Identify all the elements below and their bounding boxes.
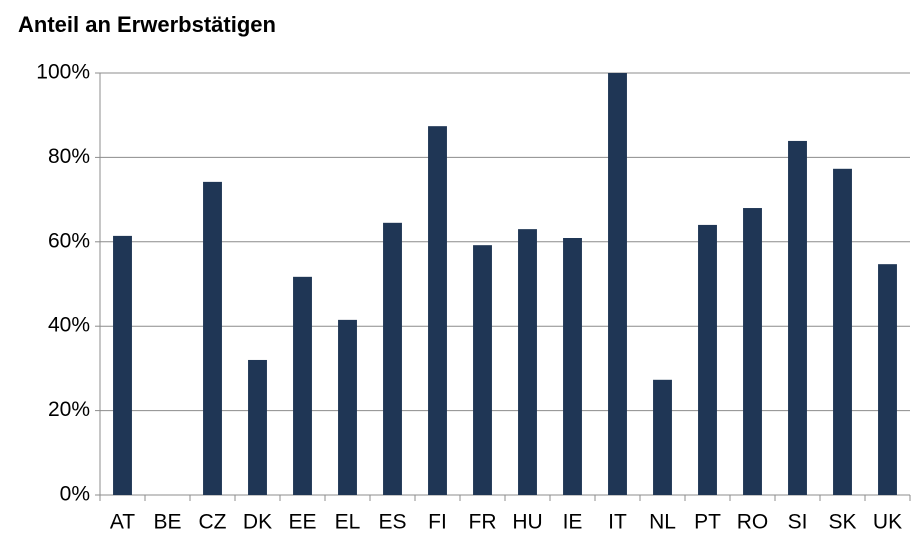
x-tick-label: FI: [428, 511, 447, 534]
x-tick-label: BE: [153, 511, 181, 534]
x-tick-label: IT: [608, 511, 627, 534]
bar: [698, 224, 717, 496]
bar: [113, 235, 132, 495]
y-tick-label: 40%: [48, 314, 90, 337]
x-tick-label: UK: [873, 511, 902, 534]
bar: [338, 319, 357, 495]
x-tick-label: NL: [649, 511, 676, 534]
bar: [608, 73, 627, 495]
x-tick-label: RO: [737, 511, 769, 534]
x-tick-label: EL: [335, 511, 361, 534]
bar: [833, 168, 852, 495]
bar: [383, 222, 402, 495]
x-tick-label: FR: [469, 511, 497, 534]
bar: [653, 379, 672, 495]
x-tick-label: HU: [512, 511, 542, 534]
x-tick-label: DK: [243, 511, 272, 534]
bar: [473, 245, 492, 495]
x-tick-label: IE: [563, 511, 583, 534]
bar: [203, 181, 222, 495]
y-tick-label: 80%: [48, 145, 90, 168]
x-tick-label: EE: [288, 511, 316, 534]
x-tick-label: ES: [378, 511, 406, 534]
x-tick-label: PT: [694, 511, 721, 534]
x-tick-label: SK: [828, 511, 856, 534]
bar: [248, 359, 267, 495]
bar: [563, 238, 582, 495]
bar: [518, 229, 537, 495]
bar: [293, 276, 312, 495]
chart-title: Anteil an Erwerbstätigen: [18, 12, 276, 37]
bar: [878, 264, 897, 495]
bar: [428, 126, 447, 495]
x-tick-label: CZ: [199, 511, 227, 534]
y-tick-label: 100%: [36, 61, 90, 84]
bar: [743, 208, 762, 496]
x-tick-label: AT: [110, 511, 135, 534]
x-tick-label: SI: [788, 511, 808, 534]
bar: [788, 140, 807, 495]
y-tick-label: 0%: [60, 483, 90, 506]
y-tick-label: 60%: [48, 229, 90, 252]
y-tick-label: 20%: [48, 398, 90, 421]
